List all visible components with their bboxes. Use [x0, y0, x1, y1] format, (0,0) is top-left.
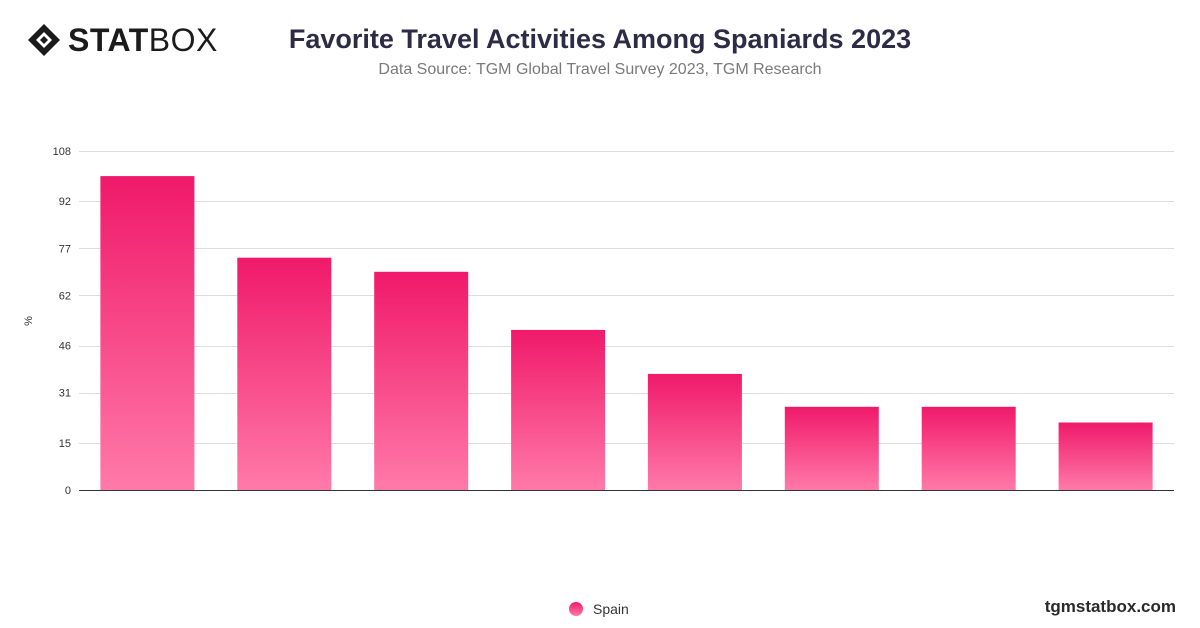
chart-title: Favorite Travel Activities Among Spaniar… — [288, 24, 912, 54]
legend-label-spain: Spain — [593, 601, 629, 617]
chart-subtitle: Data Source: TGM Global Travel Survey 20… — [378, 61, 822, 78]
y-axis-label: % — [23, 316, 35, 326]
bar-spain-1[interactable] — [100, 176, 195, 490]
bar-spain-2[interactable] — [237, 257, 332, 490]
bar-spain-6[interactable] — [784, 406, 879, 490]
diamond-logo-icon — [28, 24, 60, 56]
y-tick-label: 46 — [59, 341, 71, 353]
logo-light-text: BOX — [148, 22, 218, 58]
site-url: tgmstatbox.com — [1044, 597, 1176, 616]
y-tick-label: 77 — [59, 243, 71, 255]
logo-bold-text: STAT — [68, 22, 149, 58]
bar-spain-5[interactable] — [647, 373, 742, 490]
y-tick-label: 92 — [59, 196, 71, 208]
logo-wordmark: STATBOX — [68, 24, 218, 56]
bar-spain-4[interactable] — [511, 329, 606, 490]
bar-spain-8[interactable] — [1058, 422, 1153, 491]
bars — [100, 176, 1153, 491]
legend: Spain — [569, 601, 629, 617]
y-tick-label: 31 — [59, 388, 71, 400]
bar-spain-7[interactable] — [921, 406, 1016, 490]
bar-spain-3[interactable] — [374, 271, 469, 490]
y-tick-label: 0 — [65, 485, 71, 497]
statbox-logo: STATBOX — [26, 22, 218, 58]
y-tick-label: 15 — [59, 438, 71, 450]
y-tick-label: 108 — [53, 146, 71, 158]
legend-swatch — [569, 602, 583, 616]
y-tick-label: 62 — [59, 290, 71, 302]
y-axis-ticks: 0 15 31 46 62 77 92 108 — [53, 146, 71, 497]
